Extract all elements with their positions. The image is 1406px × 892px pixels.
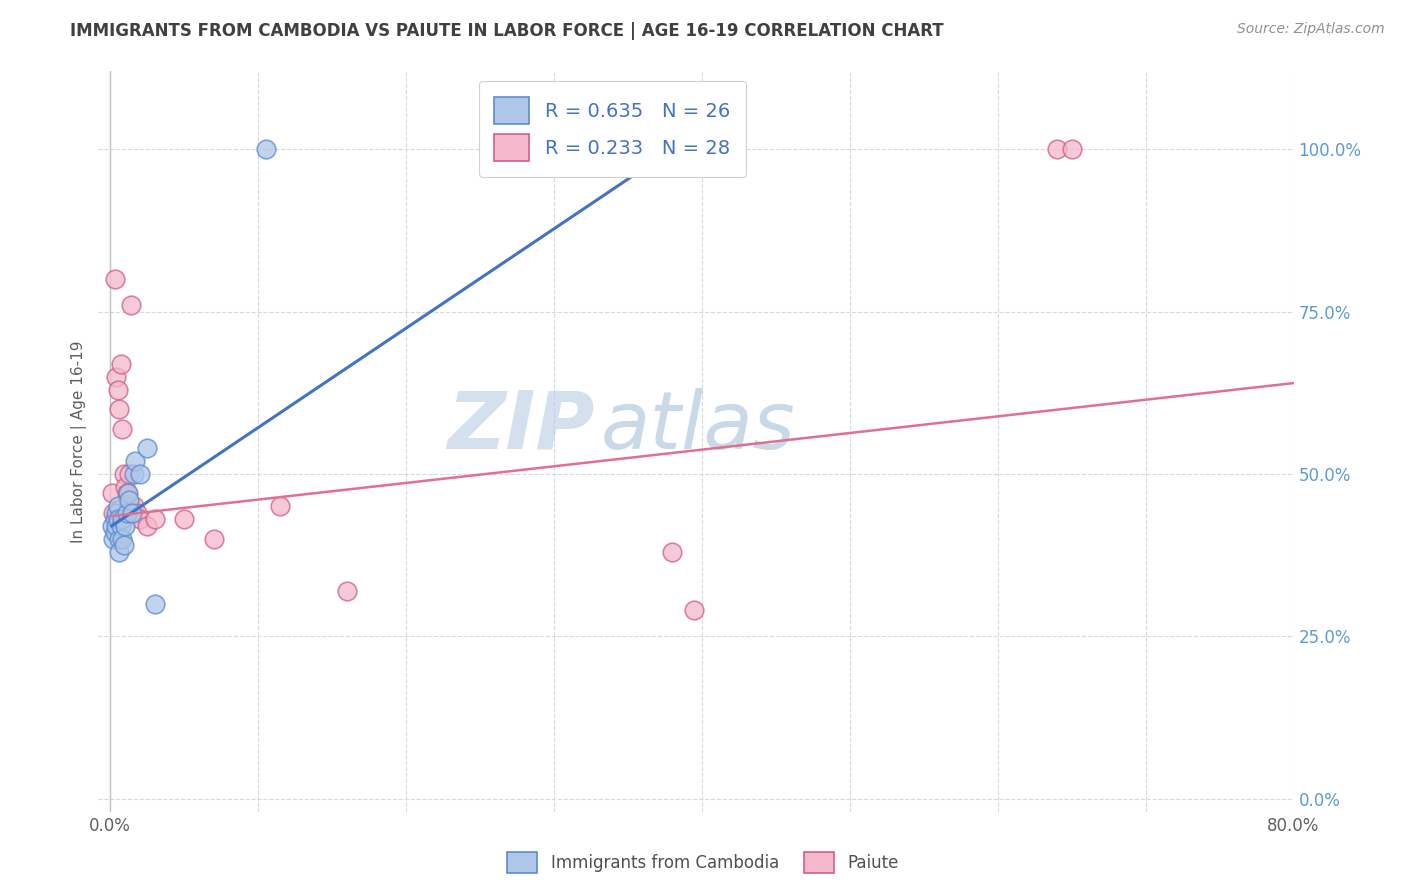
Point xyxy=(105,369,128,384)
Point xyxy=(112,538,135,552)
Point xyxy=(114,519,136,533)
Point xyxy=(120,298,142,312)
Point xyxy=(107,512,129,526)
Point xyxy=(254,142,277,156)
Y-axis label: In Labor Force | Age 16-19: In Labor Force | Age 16-19 xyxy=(72,340,87,543)
Point xyxy=(173,512,195,526)
Point xyxy=(110,357,132,371)
Point xyxy=(117,486,139,500)
Point xyxy=(125,506,148,520)
Point xyxy=(100,486,122,500)
Point xyxy=(100,519,122,533)
Point xyxy=(111,421,134,435)
Point xyxy=(661,142,683,156)
Point xyxy=(128,467,150,481)
Point xyxy=(110,519,132,533)
Point xyxy=(115,486,138,500)
Point xyxy=(336,583,359,598)
Point xyxy=(683,603,706,617)
Text: atlas: atlas xyxy=(600,388,796,466)
Point xyxy=(103,532,125,546)
Point xyxy=(136,441,159,455)
Point xyxy=(111,512,134,526)
Point xyxy=(107,383,129,397)
Point xyxy=(118,467,141,481)
Legend: R = 0.635   N = 26, R = 0.233   N = 28: R = 0.635 N = 26, R = 0.233 N = 28 xyxy=(478,81,745,177)
Point xyxy=(122,500,145,514)
Point xyxy=(104,525,127,540)
Point xyxy=(143,512,166,526)
Point xyxy=(661,545,683,559)
Point xyxy=(115,506,138,520)
Point xyxy=(104,512,127,526)
Text: ZIP: ZIP xyxy=(447,388,595,466)
Point xyxy=(121,506,143,520)
Point xyxy=(143,597,166,611)
Point xyxy=(117,500,139,514)
Text: Source: ZipAtlas.com: Source: ZipAtlas.com xyxy=(1237,22,1385,37)
Point xyxy=(107,500,129,514)
Point xyxy=(108,545,131,559)
Point xyxy=(128,512,150,526)
Point xyxy=(1046,142,1069,156)
Point xyxy=(104,272,127,286)
Point xyxy=(124,454,146,468)
Point xyxy=(108,402,131,417)
Point xyxy=(111,532,134,546)
Point xyxy=(136,519,159,533)
Point xyxy=(269,500,291,514)
Point xyxy=(103,506,125,520)
Point xyxy=(202,532,225,546)
Point xyxy=(112,467,135,481)
Point xyxy=(121,506,143,520)
Point xyxy=(105,506,128,520)
Point xyxy=(122,467,145,481)
Point xyxy=(114,480,136,494)
Point xyxy=(1060,142,1083,156)
Text: IMMIGRANTS FROM CAMBODIA VS PAIUTE IN LABOR FORCE | AGE 16-19 CORRELATION CHART: IMMIGRANTS FROM CAMBODIA VS PAIUTE IN LA… xyxy=(70,22,943,40)
Point xyxy=(108,532,131,546)
Legend: Immigrants from Cambodia, Paiute: Immigrants from Cambodia, Paiute xyxy=(501,846,905,880)
Point xyxy=(105,519,128,533)
Point xyxy=(118,493,141,508)
